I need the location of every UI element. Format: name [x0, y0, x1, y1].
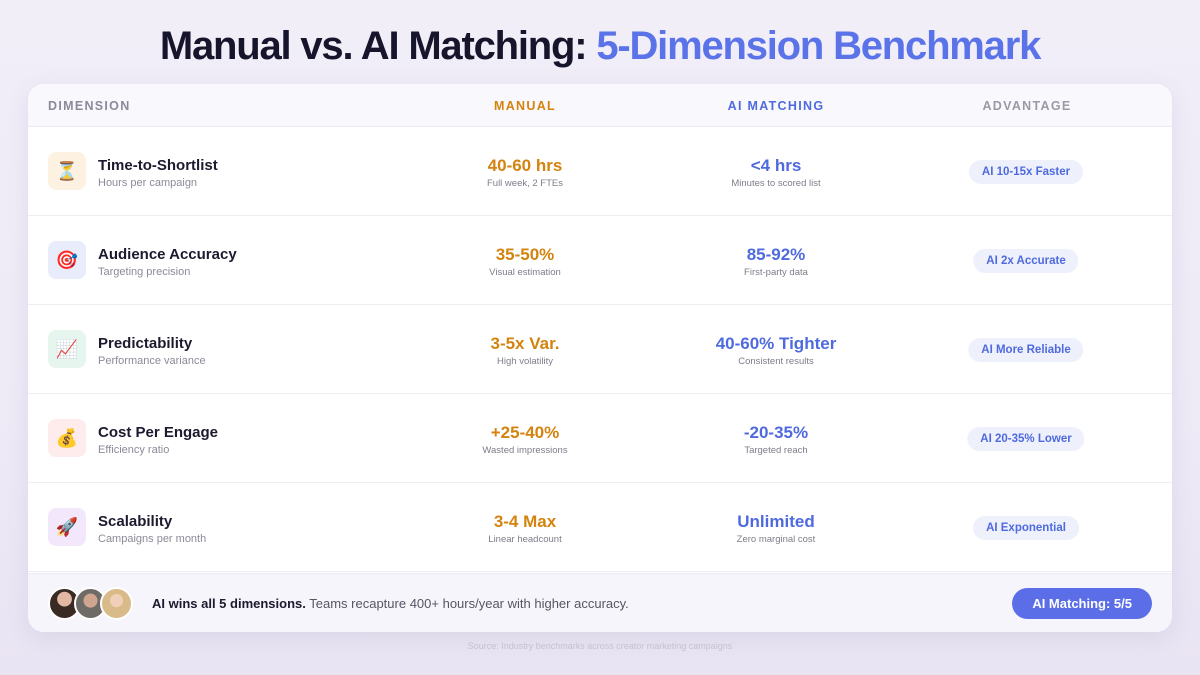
table-row: 🚀 Scalability Campaigns per month 3-4 Ma… [28, 483, 1172, 572]
advantage-badge: AI More Reliable [968, 338, 1084, 362]
table-row: 💰 Cost Per Engage Efficiency ratio +25-4… [28, 394, 1172, 483]
advantage-badge: AI 10-15x Faster [968, 160, 1084, 184]
table-row: 📈 Predictability Performance variance 3-… [28, 305, 1172, 394]
manual-value: 35-50% [495, 245, 555, 264]
manual-value: 3-5x Var. [490, 334, 560, 353]
manual-value: 40-60 hrs [487, 156, 563, 175]
ai-note: Targeted reach [744, 445, 808, 456]
summary-detail: Teams recapture 400+ hours/year with hig… [309, 596, 629, 611]
ai-value: 85-92% [746, 245, 806, 264]
manual-note: Visual estimation [489, 267, 561, 278]
table-row: 🎯 Audience Accuracy Targeting precision … [28, 216, 1172, 305]
table-row: ⏳ Time-to-Shortlist Hours per campaign 4… [28, 127, 1172, 216]
ai-value: 40-60% Tighter [715, 334, 837, 353]
dimension-name: Cost Per Engage [98, 424, 219, 441]
dimension-subtitle: Campaigns per month [98, 533, 207, 545]
manual-note: Wasted impressions [482, 445, 568, 456]
table-header: DIMENSION MANUAL AI MATCHING ADVANTAGE [28, 84, 1172, 127]
manual-value: 3-4 Max [493, 512, 557, 531]
hourglass-icon: ⏳ [48, 152, 86, 190]
summary-footer: AI wins all 5 dimensions. Teams recaptur… [28, 573, 1172, 632]
ai-note: Consistent results [738, 356, 814, 367]
advantage-badge: AI 20-35% Lower [967, 427, 1085, 451]
benchmark-table: DIMENSION MANUAL AI MATCHING ADVANTAGE ⏳… [28, 84, 1172, 632]
ai-value: Unlimited [737, 512, 815, 531]
dimension-name: Audience Accuracy [98, 246, 237, 263]
manual-value: +25-40% [490, 423, 560, 442]
advantage-badge: AI Exponential [973, 516, 1079, 540]
dimension-name: Scalability [98, 513, 173, 530]
manual-note: Full week, 2 FTEs [486, 178, 564, 189]
page-title-accent: 5-Dimension Benchmark [596, 24, 1041, 68]
page-title-main: Manual vs. AI Matching: [159, 24, 588, 68]
score-pill: AI Matching: 5/5 [1012, 588, 1152, 619]
summary-text: AI wins all 5 dimensions. Teams recaptur… [152, 596, 629, 611]
ai-note: First-party data [744, 267, 808, 278]
manual-note: Linear headcount [488, 534, 562, 545]
advantage-badge: AI 2x Accurate [973, 249, 1079, 273]
header-dimension: DIMENSION [48, 99, 131, 113]
rocket-icon: 🚀 [48, 508, 86, 546]
dimension-subtitle: Performance variance [98, 355, 206, 367]
ai-note: Minutes to scored list [731, 178, 821, 189]
ai-value: <4 hrs [750, 156, 802, 175]
header-ai-matching: AI MATCHING [727, 99, 825, 113]
manual-note: High volatility [497, 356, 553, 367]
dimension-name: Time-to-Shortlist [98, 157, 218, 174]
header-advantage: ADVANTAGE [982, 99, 1072, 113]
ai-note: Zero marginal cost [736, 534, 816, 545]
dimension-subtitle: Efficiency ratio [98, 444, 170, 456]
avatar [100, 587, 133, 620]
money-bag-icon: 💰 [48, 419, 86, 457]
header-manual: MANUAL [494, 99, 556, 113]
source-note: Source: Industry benchmarks across creat… [467, 641, 733, 651]
page-title: Manual vs. AI Matching: 5-Dimension Benc… [0, 24, 1200, 69]
summary-bold: AI wins all 5 dimensions. [152, 596, 306, 611]
chart-increasing-icon: 📈 [48, 330, 86, 368]
target-icon: 🎯 [48, 241, 86, 279]
dimension-name: Predictability [98, 335, 193, 352]
dimension-subtitle: Targeting precision [98, 266, 191, 278]
ai-value: -20-35% [743, 423, 809, 442]
dimension-subtitle: Hours per campaign [98, 177, 198, 189]
